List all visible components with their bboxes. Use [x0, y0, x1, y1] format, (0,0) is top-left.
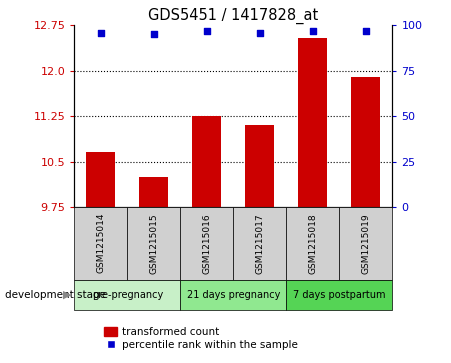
Text: GSM1215016: GSM1215016 — [202, 213, 212, 274]
Text: 7 days postpartum: 7 days postpartum — [293, 290, 386, 300]
Text: GSM1215019: GSM1215019 — [361, 213, 370, 274]
Text: GSM1215014: GSM1215014 — [97, 213, 106, 273]
Bar — [139, 177, 169, 207]
Text: GSM1215017: GSM1215017 — [255, 213, 264, 274]
Text: ▶: ▶ — [63, 290, 72, 300]
Bar — [339, 207, 392, 280]
Bar — [74, 207, 127, 280]
Bar — [234, 207, 286, 280]
Text: development stage: development stage — [5, 290, 106, 300]
Bar — [180, 207, 234, 280]
Point — [256, 30, 263, 36]
Title: GDS5451 / 1417828_at: GDS5451 / 1417828_at — [148, 8, 318, 24]
Bar — [351, 77, 381, 207]
Bar — [286, 280, 392, 310]
Point — [309, 28, 317, 34]
Bar — [74, 280, 180, 310]
Bar — [286, 207, 339, 280]
Bar — [298, 37, 327, 207]
Text: 21 days pregnancy: 21 days pregnancy — [187, 290, 280, 300]
Text: GSM1215018: GSM1215018 — [308, 213, 318, 274]
Bar — [86, 152, 115, 207]
Text: pre-pregnancy: pre-pregnancy — [92, 290, 163, 300]
Point — [203, 28, 211, 34]
Point — [97, 30, 105, 36]
Point — [150, 32, 157, 37]
Bar — [192, 116, 221, 207]
Bar — [180, 280, 286, 310]
Point — [362, 28, 369, 34]
Bar — [245, 125, 275, 207]
Legend: transformed count, percentile rank within the sample: transformed count, percentile rank withi… — [102, 325, 300, 352]
Bar — [127, 207, 180, 280]
Text: GSM1215015: GSM1215015 — [149, 213, 158, 274]
